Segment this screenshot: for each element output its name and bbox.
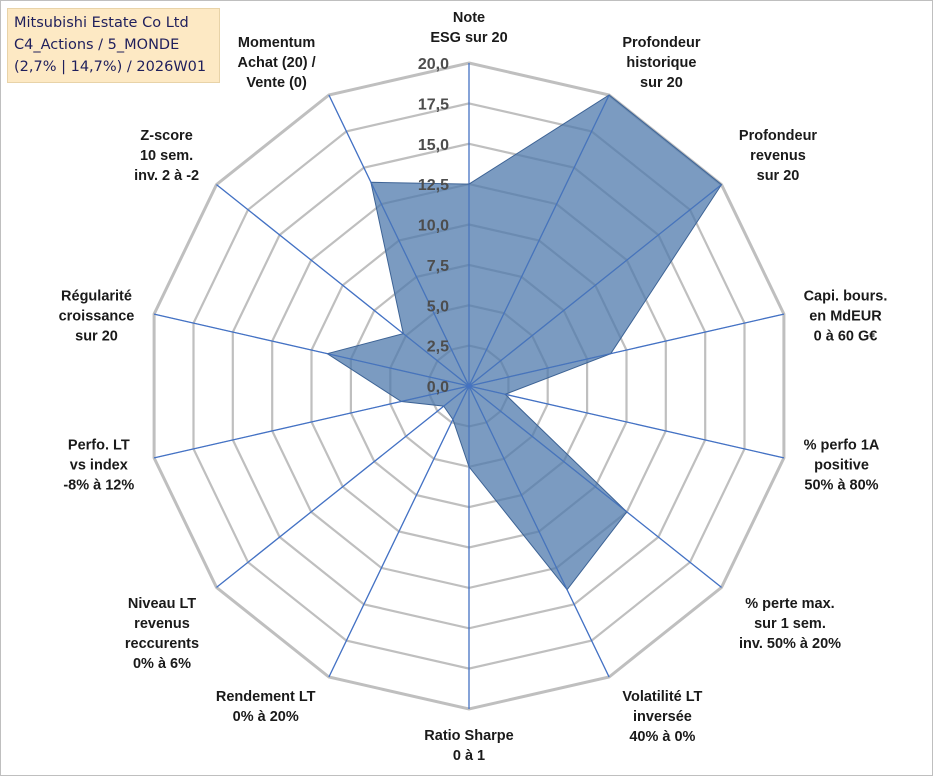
axis-label-line: en MdEUR [809,309,882,325]
axis-spoke-overlay [216,184,470,387]
axis-spoke-overlay [328,94,470,387]
axis-label-line: Rendement LT [216,689,316,705]
axis-label-line: sur 20 [640,75,683,91]
axis-spoke-overlay [328,385,470,678]
axis-spoke-overlay [468,94,610,387]
axis-label: % perte max. sur 1 sem. inv. 50% à 20% [739,596,841,652]
axis-label-line: % perfo 1A [804,438,880,454]
radar-series [153,63,785,709]
axis-label-line: historique [626,55,696,71]
axis-label-line: croissance [59,309,135,325]
axis-label-line: sur 20 [75,329,118,345]
axis-label: Rendement LT 0% à 20% [216,689,316,725]
axis-label-line: 0 à 60 G€ [814,329,878,345]
axis-spoke-overlay [153,385,470,459]
axis-label-line: reccurents [125,636,199,652]
info-range-week: (2,7% | 14,7%) / 2026W01 [14,59,207,75]
axis-label-line: % perte max. [745,596,834,612]
tick-label: 12,5 [418,177,449,194]
radar-axis-labels: Note ESG sur 20 Profondeur historique sur 20… [59,10,888,764]
axis-label: Z-score 10 sem. inv. 2 à -2 [134,128,199,184]
axis-label-line: Profondeur [739,128,817,144]
axis-label: Profondeur revenus sur 20 [739,128,817,184]
axis-label-line: Ratio Sharpe [424,728,513,744]
axis-label-line: vs index [70,458,128,474]
axis-label: Ratio Sharpe 0 à 1 [424,728,513,764]
axis-label-line: 50% à 80% [804,478,878,494]
axis-label-line: Volatilité LT [622,689,702,705]
info-company-name: Mitsubishi Estate Co Ltd [14,15,189,31]
axis-label-line: Vente (0) [246,75,307,91]
axis-label-line: 0 à 1 [453,748,485,764]
axis-spoke-overlay [468,385,722,588]
axis-label-line: revenus [134,616,190,632]
axis-label-line: Profondeur [622,35,700,51]
axis-label-line: inversée [633,709,692,725]
tick-label: 10,0 [418,218,449,235]
axis-label-line: sur 20 [757,168,800,184]
axis-label: Note ESG sur 20 [430,10,507,46]
radar-tick-labels: 0,0 2,5 5,0 7,5 10,0 12,5 15,0 17,5 20,0 [418,56,449,396]
tick-label: 20,0 [418,56,449,73]
axis-label: Volatilité LT inversée 40% à 0% [622,689,702,745]
axis-label-line: Achat (20) / [238,55,316,71]
tick-label: 17,5 [418,96,449,113]
axis-spoke-overlay [216,385,470,588]
axis-spoke-overlay [468,313,785,387]
axis-label: % perfo 1A positive 50% à 80% [804,438,880,494]
axis-spoke-overlay [468,385,610,678]
axis-label-line: inv. 2 à -2 [134,168,199,184]
axis-label: Capi. bours. en MdEUR 0 à 60 G€ [804,289,888,345]
axis-label: Momentum Achat (20) / Vente (0) [238,35,316,91]
axis-spoke-overlay [153,313,470,387]
axis-label-line: Régularité [61,289,132,305]
axis-label-line: inv. 50% à 20% [739,636,841,652]
axis-label-line: 0% à 20% [233,709,299,725]
axis-label-line: 0% à 6% [133,656,191,672]
tick-label: 15,0 [418,137,449,154]
axis-label-line: Perfo. LT [68,438,130,454]
axis-label-line: Note [453,10,485,26]
axis-spoke-overlay [468,385,785,459]
axis-label-line: Niveau LT [128,596,196,612]
axis-label-line: Z-score [140,128,192,144]
axis-label: Niveau LT revenus reccurents 0% à 6% [125,596,199,672]
axis-label-line: ESG sur 20 [430,30,507,46]
axis-label-line: 10 sem. [140,148,193,164]
axis-label: Régularité croissance sur 20 [59,289,135,345]
tick-label: 0,0 [427,379,449,396]
axis-label-line: sur 1 sem. [754,616,826,632]
info-portfolio: C4_Actions / 5_MONDE [14,37,180,53]
info-box: Mitsubishi Estate Co Ltd C4_Actions / 5_… [7,8,220,83]
tick-label: 5,0 [427,298,449,315]
axis-label-line: revenus [750,148,806,164]
axis-label-line: Capi. bours. [804,289,888,305]
axis-label-line: 40% à 0% [629,729,695,745]
axis-label: Profondeur historique sur 20 [622,35,700,91]
tick-label: 7,5 [427,258,449,275]
axis-spoke-overlay [468,184,722,387]
axis-label-line: positive [814,458,869,474]
tick-label: 2,5 [427,339,449,356]
axis-label: Perfo. LT vs index -8% à 12% [63,438,134,494]
axis-label-line: Momentum [238,35,315,51]
axis-label-line: -8% à 12% [63,478,134,494]
